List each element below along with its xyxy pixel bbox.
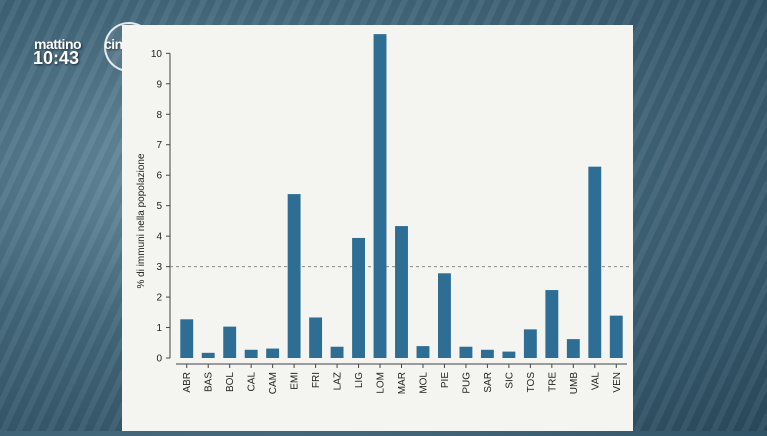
y-tick-label: 6: [156, 171, 162, 182]
bar-chart: ABR BAS BOL CAL CAM EMI FRI LAZ LIG LOM MAR MOL PIE P…: [136, 34, 631, 395]
x-tick-label: CAM: [268, 372, 279, 394]
x-tick-label: BAS: [204, 372, 215, 392]
x-tick-label: UMB: [569, 372, 580, 395]
bar-tos: [523, 329, 537, 358]
x-tick-label: PIE: [440, 372, 451, 388]
bar-lig: [352, 237, 365, 358]
bar-sar: [480, 349, 494, 358]
x-tick-label: ABR: [182, 372, 193, 393]
x-tick-label: MOL: [418, 372, 429, 394]
bar-fri: [309, 317, 323, 358]
y-tick-label: 8: [156, 110, 162, 121]
bar-mar: [395, 226, 408, 358]
x-tick-label: LOM: [376, 372, 387, 394]
x-tick-label: MAR: [397, 372, 408, 394]
bar-laz: [330, 346, 344, 358]
y-tick-label: 1: [156, 323, 162, 334]
bar-cal: [244, 349, 258, 358]
x-tick-label: VAL: [590, 372, 601, 391]
x-tick-label: SAR: [483, 372, 494, 393]
x-tick-label: VEN: [612, 372, 623, 393]
bar-val: [588, 166, 602, 358]
y-tick-label: 3: [156, 262, 162, 273]
x-tick-label: PUG: [461, 372, 472, 394]
y-tick-label: 9: [156, 79, 162, 90]
y-tick-labels: 0 1 2 3 4 5 6 7 8 9 10: [151, 49, 163, 365]
y-tick-label: 2: [156, 293, 162, 304]
bar-umb: [566, 339, 580, 358]
chart-panel: ABR BAS BOL CAL CAM EMI FRI LAZ LIG LOM MAR MOL PIE P…: [122, 25, 633, 431]
bar-mol: [416, 346, 430, 358]
bar-pug: [459, 346, 473, 358]
bar-bol: [223, 326, 237, 358]
bar-emi: [287, 194, 301, 358]
y-axis-label: % di immuni nella popolazione: [136, 153, 147, 289]
y-tick-label: 0: [156, 354, 162, 365]
x-tick-label: LIG: [354, 372, 365, 388]
y-tick-label: 4: [156, 232, 162, 243]
bar-abr: [180, 319, 194, 358]
bar-pie: [438, 273, 451, 358]
y-tick-label: 7: [156, 140, 162, 151]
y-tick-label: 10: [151, 49, 163, 60]
x-tick-labels: ABR BAS BOL CAL CAM EMI FRI LAZ LIG LOM MAR MOL PIE P…: [182, 372, 623, 395]
x-tick-label: FRI: [311, 372, 322, 388]
x-tick-label: CAL: [247, 372, 258, 392]
bar-ven: [609, 315, 623, 358]
bar-tre: [545, 290, 559, 358]
x-tick-label: TOS: [526, 372, 537, 393]
x-tick-label: LAZ: [333, 372, 344, 390]
broadcast-clock: 10:43: [33, 48, 80, 68]
x-tick-label: TRE: [547, 372, 558, 392]
bar-lom: [373, 34, 387, 358]
x-tick-label: BOL: [225, 372, 236, 392]
show-name-part1: mattino: [34, 36, 82, 52]
y-tick-label: 5: [156, 201, 162, 212]
bar-sic: [502, 351, 516, 358]
chart-bars: [180, 34, 623, 358]
bar-cam: [266, 348, 280, 358]
x-tick-label: EMI: [290, 372, 301, 390]
bar-bas: [201, 352, 215, 358]
x-tick-label: SIC: [504, 372, 515, 389]
